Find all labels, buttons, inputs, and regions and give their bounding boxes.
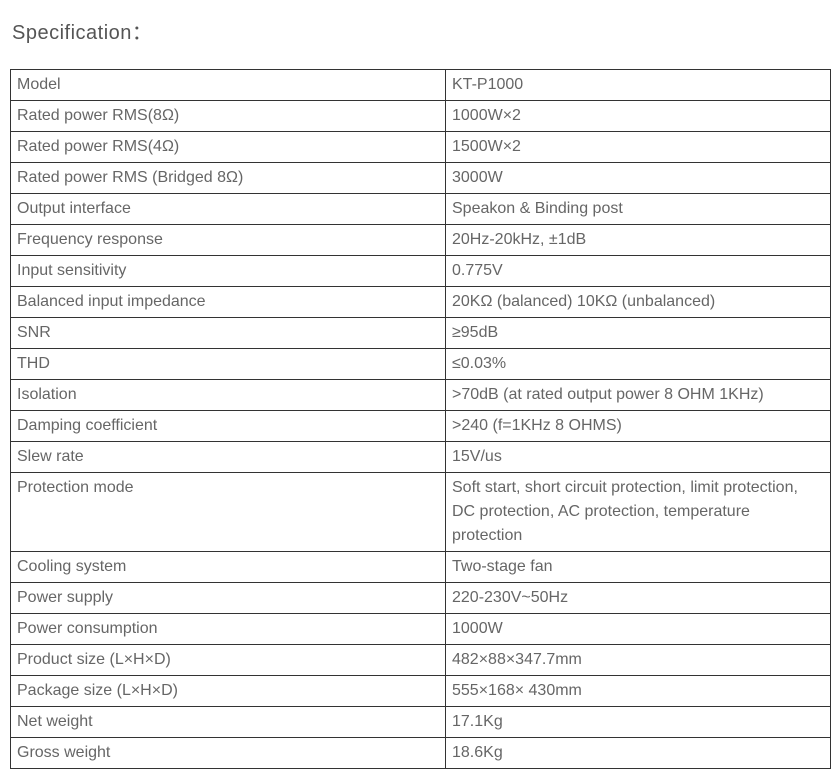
spec-value: Soft start, short circuit protection, li… xyxy=(446,473,831,552)
spec-label: Model xyxy=(11,70,446,101)
spec-value: 0.775V xyxy=(446,256,831,287)
spec-table-body: ModelKT-P1000Rated power RMS(8Ω)1000W×2R… xyxy=(11,70,831,769)
spec-value: KT-P1000 xyxy=(446,70,831,101)
spec-label: Input sensitivity xyxy=(11,256,446,287)
spec-label: Isolation xyxy=(11,380,446,411)
spec-value: Two-stage fan xyxy=(446,552,831,583)
spec-label: Protection mode xyxy=(11,473,446,552)
spec-label: Damping coefficient xyxy=(11,411,446,442)
spec-value: 482×88×347.7mm xyxy=(446,645,831,676)
table-row: THD≤0.03% xyxy=(11,349,831,380)
spec-value: 15V/us xyxy=(446,442,831,473)
spec-value: 1000W×2 xyxy=(446,101,831,132)
spec-label: Cooling system xyxy=(11,552,446,583)
table-row: Product size (L×H×D)482×88×347.7mm xyxy=(11,645,831,676)
spec-label: Rated power RMS(4Ω) xyxy=(11,132,446,163)
table-row: Cooling systemTwo-stage fan xyxy=(11,552,831,583)
spec-label: Frequency response xyxy=(11,225,446,256)
spec-label: Product size (L×H×D) xyxy=(11,645,446,676)
spec-value: >240 (f=1KHz 8 OHMS) xyxy=(446,411,831,442)
spec-label: Slew rate xyxy=(11,442,446,473)
spec-table: ModelKT-P1000Rated power RMS(8Ω)1000W×2R… xyxy=(10,69,831,769)
spec-value: 17.1Kg xyxy=(446,707,831,738)
spec-value: >70dB (at rated output power 8 OHM 1KHz) xyxy=(446,380,831,411)
spec-label: Output interface xyxy=(11,194,446,225)
table-row: Rated power RMS (Bridged 8Ω)3000W xyxy=(11,163,831,194)
spec-value: 3000W xyxy=(446,163,831,194)
table-row: Gross weight18.6Kg xyxy=(11,738,831,769)
spec-value: ≤0.03% xyxy=(446,349,831,380)
table-row: Output interfaceSpeakon & Binding post xyxy=(11,194,831,225)
spec-label: SNR xyxy=(11,318,446,349)
spec-value: 18.6Kg xyxy=(446,738,831,769)
spec-label: Balanced input impedance xyxy=(11,287,446,318)
spec-value: 220-230V~50Hz xyxy=(446,583,831,614)
table-row: Net weight17.1Kg xyxy=(11,707,831,738)
table-row: Rated power RMS(4Ω)1500W×2 xyxy=(11,132,831,163)
table-row: Balanced input impedance20KΩ (balanced) … xyxy=(11,287,831,318)
spec-label: Package size (L×H×D) xyxy=(11,676,446,707)
table-row: Input sensitivity0.775V xyxy=(11,256,831,287)
spec-value: Speakon & Binding post xyxy=(446,194,831,225)
table-row: Power supply220-230V~50Hz xyxy=(11,583,831,614)
table-row: Isolation>70dB (at rated output power 8 … xyxy=(11,380,831,411)
table-row: Power consumption1000W xyxy=(11,614,831,645)
spec-label: Rated power RMS (Bridged 8Ω) xyxy=(11,163,446,194)
spec-label: Power consumption xyxy=(11,614,446,645)
spec-value: 1500W×2 xyxy=(446,132,831,163)
spec-value: 20KΩ (balanced) 10KΩ (unbalanced) xyxy=(446,287,831,318)
table-row: Protection modeSoft start, short circuit… xyxy=(11,473,831,552)
spec-label: THD xyxy=(11,349,446,380)
table-row: Package size (L×H×D)555×168× 430mm xyxy=(11,676,831,707)
table-row: SNR≥95dB xyxy=(11,318,831,349)
table-row: Rated power RMS(8Ω)1000W×2 xyxy=(11,101,831,132)
spec-value: 1000W xyxy=(446,614,831,645)
spec-label: Gross weight xyxy=(11,738,446,769)
table-row: Frequency response20Hz-20kHz, ±1dB xyxy=(11,225,831,256)
table-row: ModelKT-P1000 xyxy=(11,70,831,101)
spec-label: Net weight xyxy=(11,707,446,738)
table-row: Damping coefficient>240 (f=1KHz 8 OHMS) xyxy=(11,411,831,442)
page-title: Specification： xyxy=(12,16,828,45)
table-row: Slew rate15V/us xyxy=(11,442,831,473)
spec-label: Rated power RMS(8Ω) xyxy=(11,101,446,132)
spec-value: ≥95dB xyxy=(446,318,831,349)
spec-value: 20Hz-20kHz, ±1dB xyxy=(446,225,831,256)
spec-value: 555×168× 430mm xyxy=(446,676,831,707)
spec-label: Power supply xyxy=(11,583,446,614)
